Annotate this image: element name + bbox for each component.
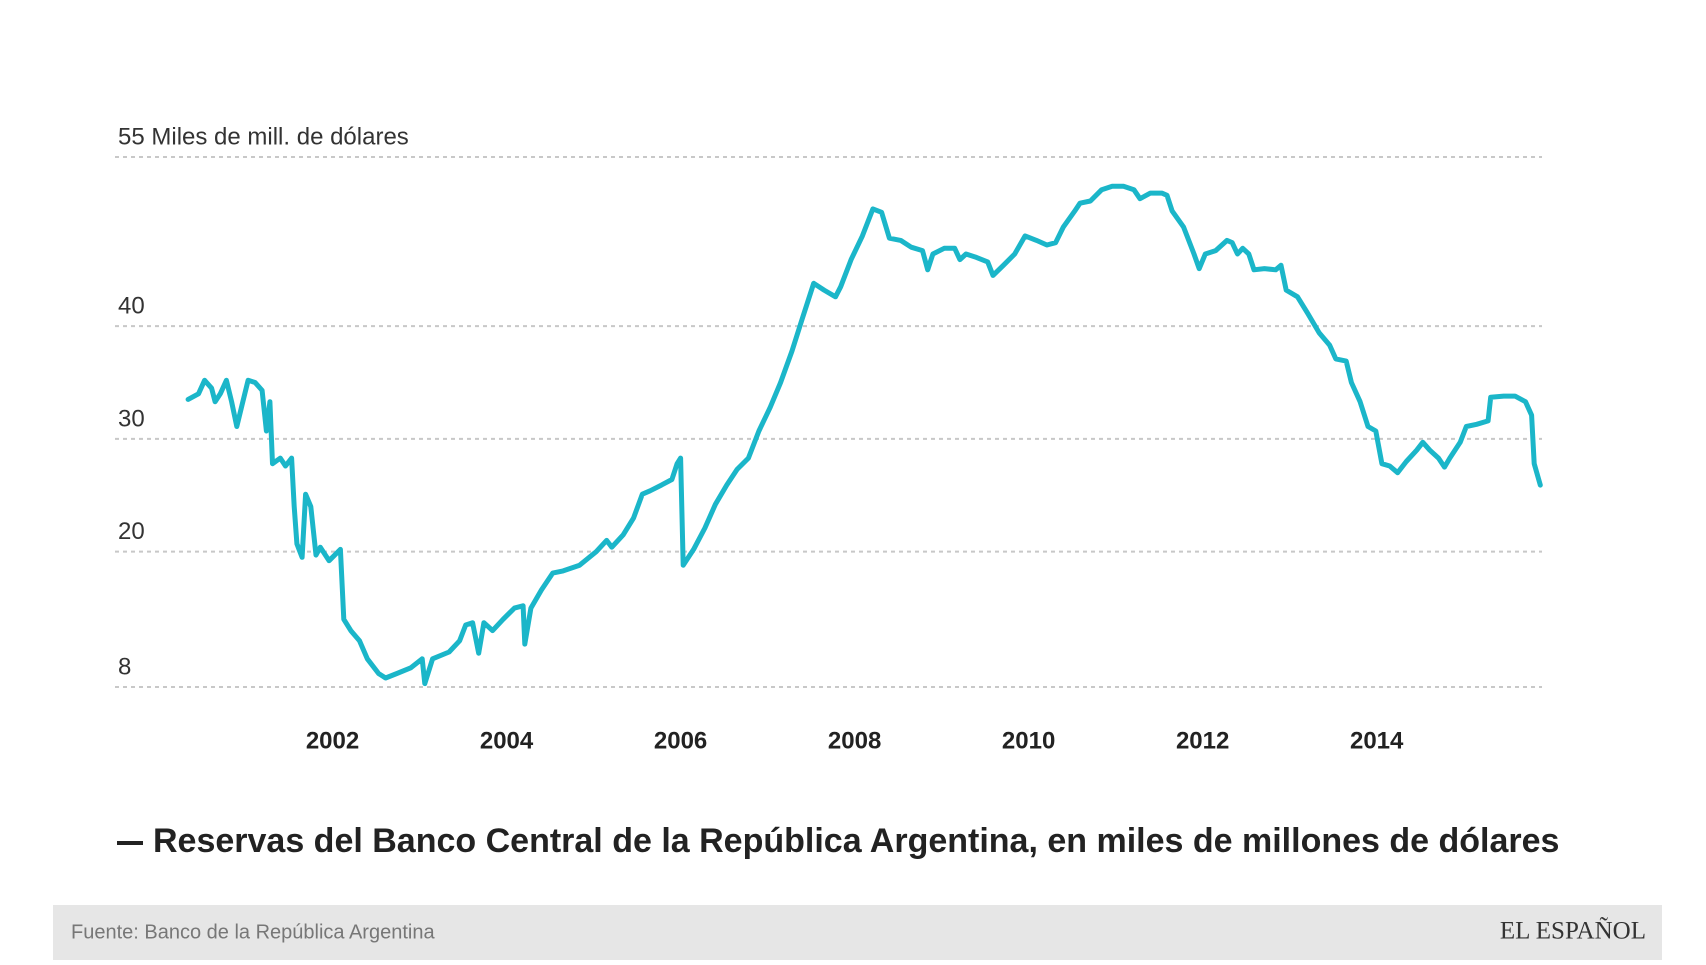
y-tick-label: 40 <box>118 292 145 319</box>
y-tick-label: 8 <box>118 653 131 680</box>
x-tick-label: 2014 <box>1350 727 1404 754</box>
data-line <box>185 183 1543 687</box>
x-tick-label: 2010 <box>1002 727 1055 754</box>
x-tick-label: 2006 <box>654 727 707 754</box>
source: Fuente: Banco de la República Argentina <box>71 921 435 943</box>
footer-bar <box>53 905 1662 960</box>
x-tick-label: 2008 <box>828 727 881 754</box>
brand: EL ESPAÑOL <box>1500 917 1646 945</box>
legend-label: Reservas del Banco Central de la Repúbli… <box>153 822 1559 860</box>
x-tick-label: 2004 <box>480 727 534 754</box>
y-tick-label: 30 <box>118 405 145 432</box>
x-tick-label: 2012 <box>1176 727 1229 754</box>
y-tick-label: 55 Miles de mill. de dólares <box>118 123 409 150</box>
y-tick-label: 20 <box>118 518 145 545</box>
x-tick-label: 2002 <box>306 727 359 754</box>
